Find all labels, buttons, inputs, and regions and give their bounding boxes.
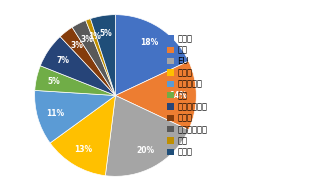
Legend: ロシア, 米国, EU, カナダ, ウクライナ, 豪州, アルゼンチン, トルコ, カザフスタン, 中国, その他: ロシア, 米国, EU, カナダ, ウクライナ, 豪州, アルゼンチン, トルコ… (167, 34, 207, 157)
Wedge shape (115, 61, 196, 130)
Wedge shape (35, 66, 115, 96)
Wedge shape (90, 15, 115, 95)
Text: 14%: 14% (169, 91, 188, 100)
Wedge shape (105, 96, 189, 176)
Wedge shape (86, 19, 115, 96)
Wedge shape (50, 96, 115, 176)
Text: 3%: 3% (70, 41, 83, 50)
Text: 11%: 11% (46, 109, 64, 118)
Text: 13%: 13% (74, 145, 92, 154)
Wedge shape (35, 90, 115, 143)
Text: 18%: 18% (140, 38, 158, 47)
Text: 5%: 5% (99, 29, 112, 38)
Text: 7%: 7% (57, 56, 70, 65)
Text: 20%: 20% (137, 146, 155, 155)
Wedge shape (40, 37, 115, 96)
Text: 3%: 3% (80, 35, 93, 44)
Text: 5%: 5% (47, 77, 60, 86)
Text: 1%: 1% (88, 32, 100, 41)
Wedge shape (115, 15, 189, 95)
Wedge shape (60, 27, 115, 96)
Wedge shape (72, 20, 115, 96)
